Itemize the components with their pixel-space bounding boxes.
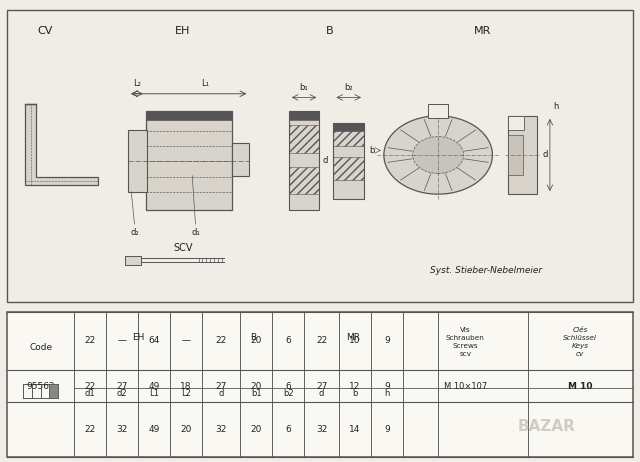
Text: EH: EH xyxy=(132,333,144,342)
Text: 18: 18 xyxy=(180,382,191,391)
Text: 95562: 95562 xyxy=(26,382,55,391)
Text: b2: b2 xyxy=(283,389,293,398)
Bar xyxy=(289,125,319,153)
Text: 22: 22 xyxy=(84,336,96,346)
Text: 22: 22 xyxy=(84,425,96,434)
Text: 6: 6 xyxy=(285,336,291,346)
Text: 32: 32 xyxy=(116,425,128,434)
Text: CV: CV xyxy=(38,25,53,36)
Text: —: — xyxy=(118,336,127,346)
Text: b: b xyxy=(353,389,358,398)
Polygon shape xyxy=(25,104,99,185)
Text: 22: 22 xyxy=(316,336,327,346)
Text: 20: 20 xyxy=(250,336,262,346)
Bar xyxy=(508,116,524,130)
Text: —: — xyxy=(181,336,190,346)
Bar xyxy=(333,123,364,199)
Text: L1: L1 xyxy=(149,389,159,398)
Bar xyxy=(7,10,633,303)
Text: M 10×107: M 10×107 xyxy=(444,382,487,391)
Text: b1: b1 xyxy=(251,389,262,398)
Text: B: B xyxy=(326,25,333,36)
Bar xyxy=(125,256,141,265)
Text: d₁: d₁ xyxy=(191,228,200,237)
Text: BAZAR: BAZAR xyxy=(518,419,575,434)
Bar xyxy=(508,135,523,175)
Text: 49: 49 xyxy=(148,382,159,391)
Text: 49: 49 xyxy=(148,425,159,434)
Text: B: B xyxy=(250,333,256,342)
Bar xyxy=(146,111,232,120)
Bar xyxy=(232,144,250,176)
Text: Clés
Schlüssel
Keys
cv: Clés Schlüssel Keys cv xyxy=(563,328,597,357)
Text: b: b xyxy=(369,146,374,155)
Text: L₁: L₁ xyxy=(201,79,209,88)
Text: M 10: M 10 xyxy=(568,382,593,391)
Text: 20: 20 xyxy=(250,382,262,391)
Bar xyxy=(49,384,58,398)
Text: 9: 9 xyxy=(384,425,390,434)
Bar xyxy=(333,123,364,146)
Text: 10: 10 xyxy=(349,336,361,346)
Text: h: h xyxy=(385,389,390,398)
Text: 9: 9 xyxy=(384,336,390,346)
Text: d2: d2 xyxy=(116,389,127,398)
Text: 27: 27 xyxy=(316,382,327,391)
Text: d: d xyxy=(448,160,454,169)
Text: d₂: d₂ xyxy=(130,228,139,237)
Text: 20: 20 xyxy=(250,425,262,434)
Bar xyxy=(146,111,232,210)
Text: 27: 27 xyxy=(116,382,128,391)
Text: L₂: L₂ xyxy=(133,79,141,88)
Text: 32: 32 xyxy=(316,425,327,434)
Text: d: d xyxy=(218,389,224,398)
Text: 22: 22 xyxy=(216,336,227,346)
Bar xyxy=(508,116,537,194)
Text: 14: 14 xyxy=(349,425,361,434)
Text: Code: Code xyxy=(29,343,52,353)
Text: L2: L2 xyxy=(181,389,191,398)
Bar xyxy=(128,130,147,192)
Text: 64: 64 xyxy=(148,336,159,346)
Text: h: h xyxy=(553,102,559,111)
Bar xyxy=(333,157,364,180)
Bar xyxy=(333,123,364,131)
Bar xyxy=(289,111,319,120)
Text: d: d xyxy=(323,156,328,165)
Text: MR: MR xyxy=(474,25,492,36)
Bar xyxy=(428,104,449,118)
Text: 20: 20 xyxy=(180,425,191,434)
Text: 6: 6 xyxy=(285,425,291,434)
Bar xyxy=(289,166,319,194)
Text: 27: 27 xyxy=(215,382,227,391)
Circle shape xyxy=(384,116,492,194)
Text: EH: EH xyxy=(175,25,190,36)
Text: MR: MR xyxy=(346,333,360,342)
Circle shape xyxy=(413,137,464,173)
Text: 9: 9 xyxy=(384,382,390,391)
Text: 22: 22 xyxy=(84,382,96,391)
Text: d1: d1 xyxy=(84,389,95,398)
Text: b₁: b₁ xyxy=(300,83,308,92)
Text: SCV: SCV xyxy=(173,243,193,253)
Text: Syst. Stieber-Nebelmeier: Syst. Stieber-Nebelmeier xyxy=(430,266,542,274)
Text: d: d xyxy=(542,151,548,159)
Bar xyxy=(7,311,633,457)
Text: b₂: b₂ xyxy=(344,83,353,92)
Bar xyxy=(289,111,319,210)
Text: 32: 32 xyxy=(215,425,227,434)
Text: Vis
Schrauben
Screws
scv: Vis Schrauben Screws scv xyxy=(446,328,484,357)
Text: 12: 12 xyxy=(349,382,361,391)
Text: 6: 6 xyxy=(285,382,291,391)
Text: d: d xyxy=(319,389,324,398)
